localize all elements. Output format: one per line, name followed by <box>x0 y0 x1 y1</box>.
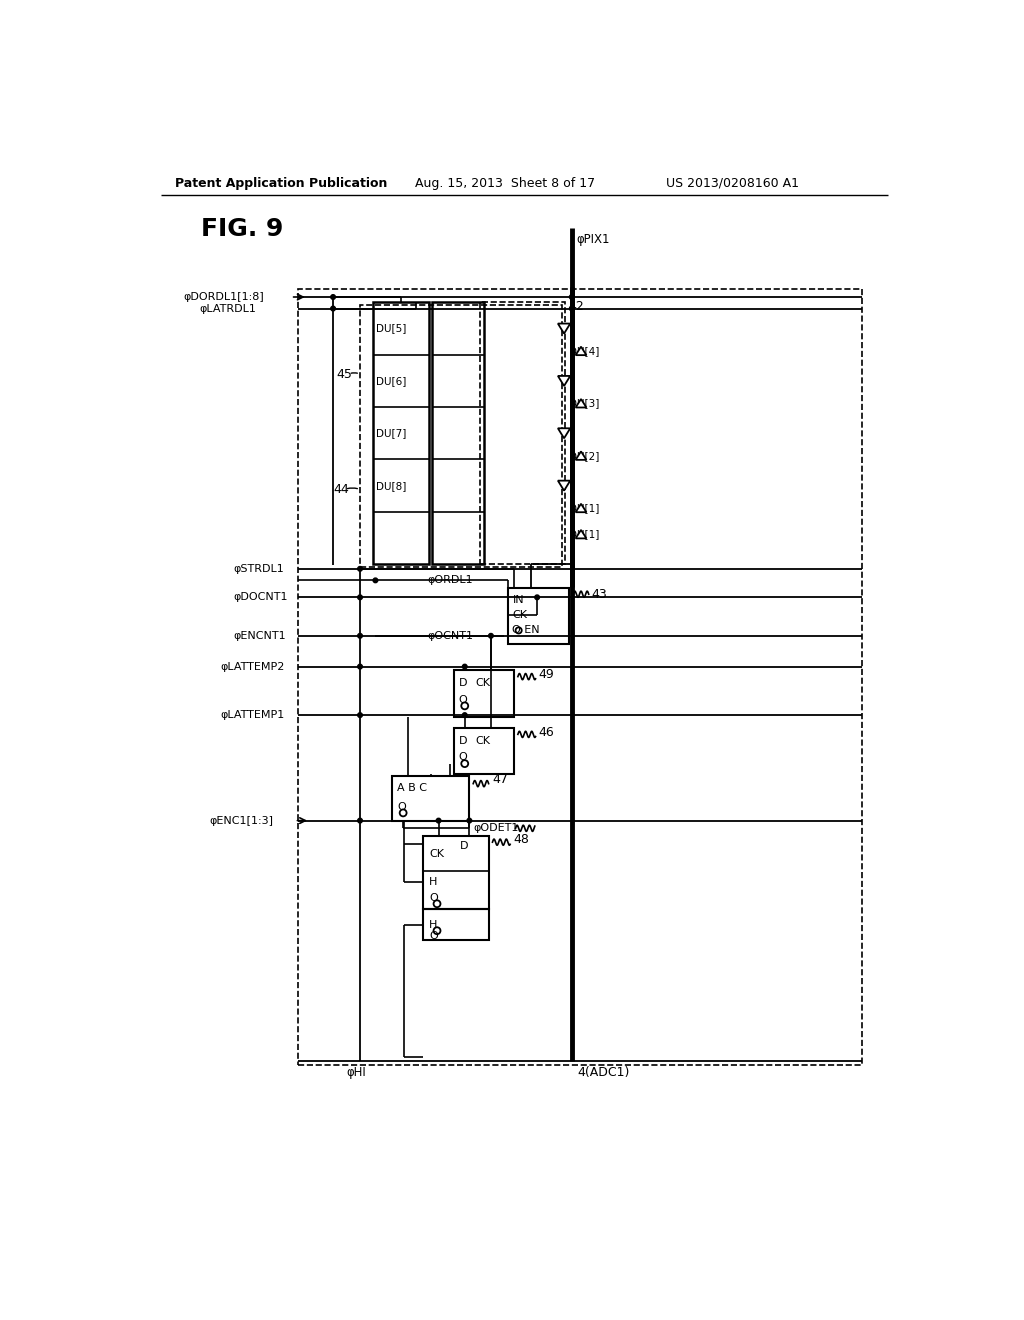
Text: CK: CK <box>429 849 444 859</box>
Polygon shape <box>575 504 587 512</box>
Text: 45: 45 <box>336 367 352 380</box>
Polygon shape <box>558 376 570 385</box>
Text: O: O <box>397 801 406 812</box>
Text: O: O <box>459 752 467 763</box>
Text: D: D <box>459 735 467 746</box>
Bar <box>508 589 569 644</box>
Text: DU[1]: DU[1] <box>568 529 599 539</box>
Text: H: H <box>429 920 437 929</box>
Text: φSTRDL1: φSTRDL1 <box>233 564 284 574</box>
Polygon shape <box>575 451 587 459</box>
Text: φOCNT1: φOCNT1 <box>427 631 473 640</box>
Text: CK: CK <box>475 677 490 688</box>
Text: D: D <box>460 841 469 851</box>
Circle shape <box>357 713 362 718</box>
Text: DU[5]: DU[5] <box>376 323 407 334</box>
Text: DU[4]: DU[4] <box>568 346 599 356</box>
Circle shape <box>357 818 362 822</box>
Circle shape <box>569 306 574 312</box>
Text: DU[6]: DU[6] <box>376 376 407 385</box>
Bar <box>454 671 514 717</box>
Circle shape <box>436 818 441 822</box>
Text: φPIX1: φPIX1 <box>577 232 610 246</box>
Text: φLATTEMP1: φLATTEMP1 <box>220 710 285 721</box>
Bar <box>480 302 565 564</box>
Text: φDORDL1[1:8]: φDORDL1[1:8] <box>183 292 263 302</box>
Circle shape <box>373 578 378 582</box>
Text: 48: 48 <box>513 833 529 846</box>
Text: φODET1: φODET1 <box>473 824 518 833</box>
Circle shape <box>331 306 336 312</box>
Polygon shape <box>575 347 587 355</box>
Text: D: D <box>459 677 467 688</box>
Text: φDOCNT1: φDOCNT1 <box>233 593 288 602</box>
Circle shape <box>463 664 467 669</box>
Text: φLATTEMP2: φLATTEMP2 <box>220 661 285 672</box>
Polygon shape <box>558 428 570 438</box>
Circle shape <box>357 634 362 638</box>
Text: φENCNT1: φENCNT1 <box>233 631 286 640</box>
Text: O: O <box>429 931 438 941</box>
Circle shape <box>569 294 574 300</box>
Text: DU[2]: DU[2] <box>568 450 599 461</box>
Text: φENC1[1:3]: φENC1[1:3] <box>210 816 273 825</box>
Text: φLATRDL1: φLATRDL1 <box>200 304 257 314</box>
Text: O: O <box>459 694 467 705</box>
Polygon shape <box>558 480 570 491</box>
Text: Patent Application Publication: Patent Application Publication <box>175 177 388 190</box>
Text: 49: 49 <box>539 668 554 681</box>
Text: DU[7]: DU[7] <box>376 428 407 438</box>
Bar <box>423 909 488 940</box>
Bar <box>360 305 562 566</box>
Text: DU[8]: DU[8] <box>376 480 407 491</box>
Circle shape <box>535 595 540 599</box>
Text: O: O <box>429 894 438 903</box>
Text: 44: 44 <box>333 483 349 496</box>
Text: Aug. 15, 2013  Sheet 8 of 17: Aug. 15, 2013 Sheet 8 of 17 <box>416 177 596 190</box>
Circle shape <box>467 818 472 822</box>
Text: 43: 43 <box>591 587 607 601</box>
Text: DU[3]: DU[3] <box>568 399 599 408</box>
Text: DU[1]: DU[1] <box>568 503 599 513</box>
Text: US 2013/0208160 A1: US 2013/0208160 A1 <box>666 177 799 190</box>
Polygon shape <box>575 529 587 539</box>
Circle shape <box>357 595 362 599</box>
Bar <box>423 836 488 909</box>
Circle shape <box>357 664 362 669</box>
Text: H: H <box>429 878 437 887</box>
Circle shape <box>488 634 494 638</box>
Bar <box>454 729 514 775</box>
Polygon shape <box>575 399 587 408</box>
Bar <box>392 776 469 821</box>
Text: 47: 47 <box>493 774 508 787</box>
Circle shape <box>463 713 467 718</box>
Circle shape <box>331 294 336 300</box>
Text: FIG. 9: FIG. 9 <box>202 218 284 242</box>
Text: 4(ADC1): 4(ADC1) <box>578 1065 630 1078</box>
Text: A B C: A B C <box>397 783 427 793</box>
Polygon shape <box>558 323 570 334</box>
Text: 42: 42 <box>568 300 585 313</box>
Text: 46: 46 <box>539 726 554 739</box>
Text: φHI: φHI <box>346 1065 366 1078</box>
Bar <box>373 302 429 564</box>
Text: CK: CK <box>475 735 490 746</box>
Circle shape <box>357 566 362 572</box>
Text: φORDL1: φORDL1 <box>427 576 473 585</box>
Bar <box>298 289 862 1065</box>
Text: O EN: O EN <box>512 626 540 635</box>
Bar <box>432 302 484 564</box>
Text: IN: IN <box>512 595 524 606</box>
Text: CK: CK <box>512 610 527 620</box>
